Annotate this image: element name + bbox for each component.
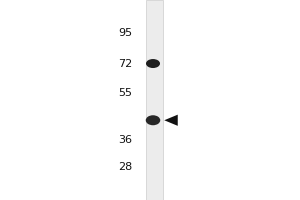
Text: 36: 36 [118,135,132,145]
Ellipse shape [146,115,160,125]
Bar [146,0,163,200]
Text: 28: 28 [118,162,132,172]
Text: 72: 72 [118,59,132,69]
Polygon shape [164,115,178,126]
Text: 55: 55 [118,88,132,98]
Text: 95: 95 [118,28,132,38]
Ellipse shape [146,59,160,68]
